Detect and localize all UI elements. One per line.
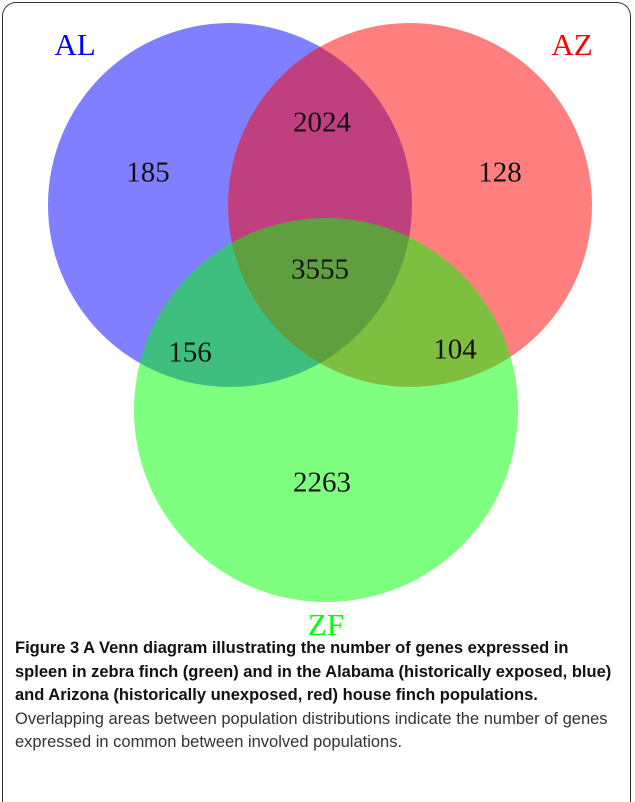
set-circle [134,218,518,602]
caption-text: Overlapping areas between population dis… [15,709,608,752]
region-count: 3555 [291,254,349,286]
caption-bold: Figure 3 A Venn diagram illustrating the… [15,639,612,704]
set-label: ZF [308,607,344,640]
set-label: AZ [551,27,592,62]
set-label: AL [54,27,95,62]
region-count: 104 [433,334,477,366]
region-count: 185 [126,157,170,189]
region-count: 2024 [293,107,352,139]
figure-caption: Figure 3 A Venn diagram illustrating the… [15,637,625,755]
region-count: 128 [478,157,522,189]
region-count: 156 [168,337,212,369]
venn-diagram: AL AZ ZF 185 2024 128 3555 156 104 2263 [48,23,593,640]
region-count: 2263 [293,467,351,499]
